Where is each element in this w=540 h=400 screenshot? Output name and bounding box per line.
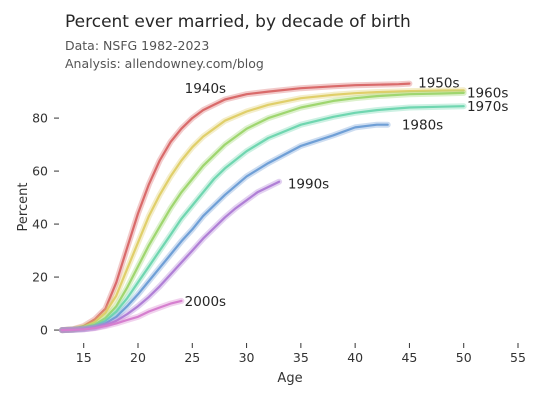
series-line-1970s	[60, 105, 465, 332]
x-axis-label: Age	[277, 371, 302, 386]
y-axis-label: Percent	[16, 183, 31, 232]
series-label-1980s: 1980s	[402, 118, 443, 134]
y-tick-label: 20	[32, 270, 48, 285]
x-tick-label: 55	[510, 350, 526, 365]
x-tick-label: 40	[347, 350, 363, 365]
x-tick-label: 45	[401, 350, 417, 365]
series-label-1990s: 1990s	[288, 177, 329, 193]
series-line-2000s	[60, 299, 183, 332]
x-tick-label: 25	[184, 350, 200, 365]
x-tick-label: 35	[293, 350, 309, 365]
analysis-credit-note: Analysis: allendowney.com/blog	[65, 56, 264, 71]
x-tick-label: 15	[76, 350, 92, 365]
series-line-1980s	[60, 123, 389, 332]
y-tick-label: 80	[32, 111, 48, 126]
y-tick-label: 40	[32, 217, 48, 232]
series-label-2000s: 2000s	[185, 294, 226, 310]
series-label-1970s: 1970s	[467, 99, 508, 115]
series-layer	[59, 80, 467, 334]
series-line-1960s	[60, 91, 465, 332]
data-source-note: Data: NSFG 1982-2023	[65, 38, 210, 53]
axes-layer: 15 20 25 30 35 40 45 50 55 0 20 40 60 80	[32, 111, 526, 365]
x-tick-label: 20	[130, 350, 146, 365]
series-label-1960s: 1960s	[467, 85, 508, 101]
series-label-1940s: 1940s	[185, 81, 226, 97]
y-tick-label: 0	[40, 323, 48, 338]
series-line-1940s	[60, 82, 411, 332]
x-tick-label: 30	[239, 350, 255, 365]
series-label-1950s: 1950s	[418, 76, 459, 92]
chart-title: Percent ever married, by decade of birth	[65, 12, 411, 32]
x-tick-label: 50	[456, 350, 472, 365]
series-line-1950s	[60, 89, 465, 332]
y-tick-label: 60	[32, 164, 48, 179]
